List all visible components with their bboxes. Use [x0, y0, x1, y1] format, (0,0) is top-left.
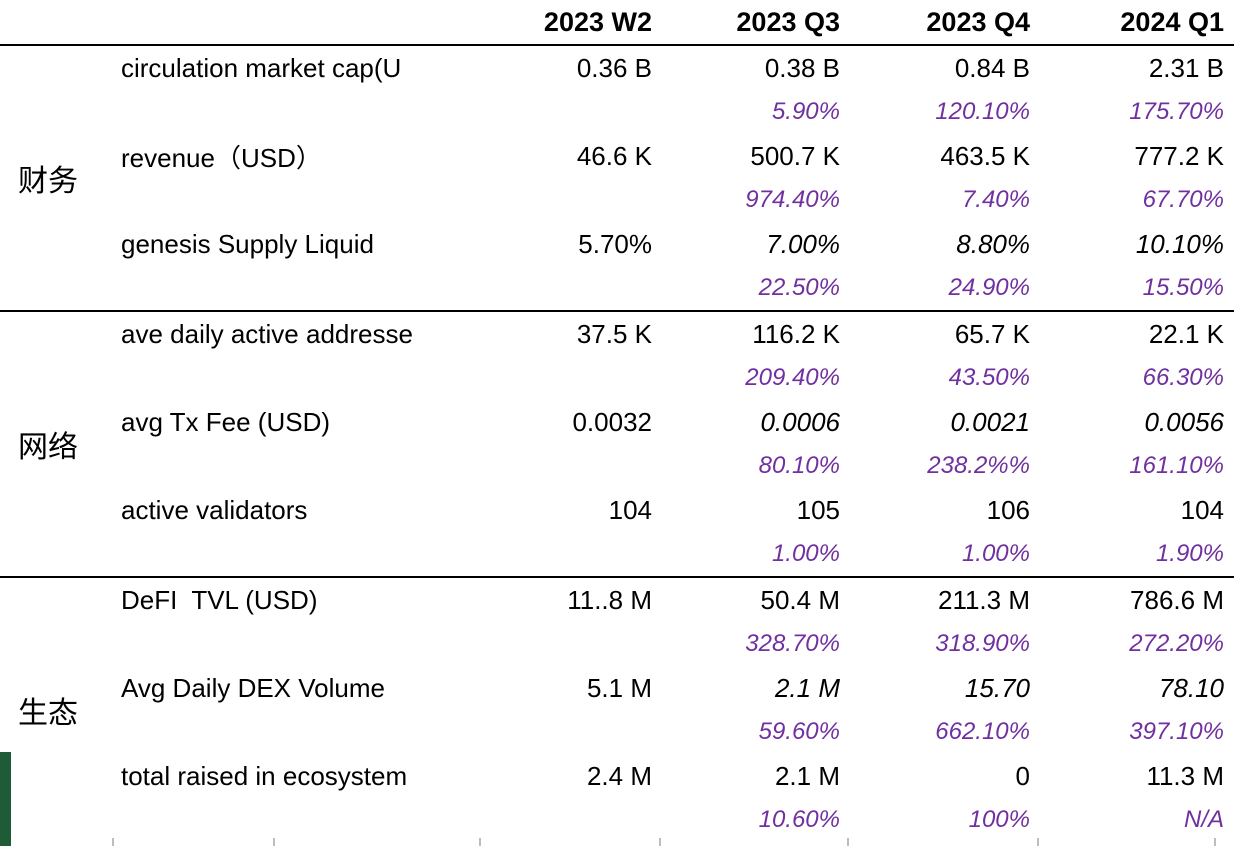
- value-cell: 22.1 K: [1148, 318, 1224, 349]
- growth-cell: 1.00%: [771, 540, 840, 567]
- value-cell: 11..8 M: [567, 584, 652, 615]
- value-cell: 2.31 B: [1148, 52, 1224, 83]
- table-body: 财务 circulation market cap(U 0.36 B 0.38 B 0.…: [0, 46, 1234, 842]
- value-cell: 0: [1015, 760, 1030, 791]
- metric-label: avg Tx Fee (USD): [121, 406, 331, 437]
- value-cell: 106: [986, 494, 1030, 525]
- category-label: 财务: [18, 165, 78, 198]
- value-cell: 211.3 M: [937, 584, 1030, 615]
- green-accent-bar: [0, 752, 11, 846]
- value-cell: 786.6 M: [1130, 584, 1224, 615]
- metric-label: ave daily active addresse: [121, 318, 413, 349]
- value-cell: 463.5 K: [940, 140, 1030, 171]
- column-header-2023-q3: 2023 Q3: [736, 6, 840, 37]
- gridline-tick: [273, 838, 275, 846]
- growth-cell: 318.90%: [935, 630, 1030, 657]
- growth-cell: 43.50%: [948, 364, 1030, 391]
- category-label: 网络: [18, 431, 78, 464]
- growth-cell: 10.60%: [758, 806, 840, 833]
- growth-cell: 59.60%: [758, 718, 840, 745]
- growth-cell: N/A: [1183, 806, 1224, 833]
- category-label: 生态: [18, 697, 78, 730]
- value-cell: 37.5 K: [576, 318, 652, 349]
- value-cell: 2.1 M: [774, 760, 840, 791]
- section-2: 网络 ave daily active addresse 37.5 K 116.2 K…: [0, 310, 1234, 576]
- value-cell: 10.10%: [1135, 228, 1224, 259]
- growth-cell: 7.40%: [961, 186, 1030, 213]
- growth-cell: 100%: [968, 806, 1030, 833]
- growth-cell: 272.20%: [1129, 630, 1224, 657]
- value-cell: 8.80%: [956, 228, 1030, 259]
- value-cell: 7.00%: [766, 228, 840, 259]
- growth-cell: 22.50%: [758, 274, 840, 301]
- gridline-tick: [1037, 838, 1039, 846]
- metric-label: active validators: [121, 494, 308, 525]
- value-cell: 0.36 B: [576, 52, 652, 83]
- metric-label: revenue（USD）: [121, 142, 322, 173]
- value-cell: 0.0032: [572, 406, 652, 437]
- growth-cell: 209.40%: [745, 364, 840, 391]
- section-1: 财务 circulation market cap(U 0.36 B 0.38 B 0.…: [0, 46, 1234, 310]
- value-cell: 2.1 M: [774, 672, 840, 703]
- growth-cell: 1.00%: [961, 540, 1030, 567]
- value-cell: 78.10: [1158, 672, 1224, 703]
- growth-cell: 161.10%: [1129, 452, 1224, 479]
- growth-cell: 662.10%: [935, 718, 1030, 745]
- growth-cell: 66.30%: [1142, 364, 1224, 391]
- metric-label: circulation market cap(U: [121, 52, 402, 83]
- value-cell: 15.70: [964, 672, 1030, 703]
- gridline-tick: [1214, 838, 1216, 846]
- value-cell: 500.7 K: [750, 140, 840, 171]
- growth-cell: 67.70%: [1142, 186, 1224, 213]
- value-cell: 104: [1180, 494, 1224, 525]
- value-cell: 0.38 B: [764, 52, 840, 83]
- metric-label: total raised in ecosystem: [121, 760, 408, 791]
- growth-cell: 974.40%: [745, 186, 840, 213]
- value-cell: 46.6 K: [576, 140, 652, 171]
- metric-label: Avg Daily DEX Volume: [121, 672, 385, 703]
- value-cell: 2.4 M: [586, 760, 652, 791]
- growth-cell: 24.90%: [948, 274, 1030, 301]
- metric-label: genesis Supply Liquid: [121, 228, 374, 259]
- growth-cell: 15.50%: [1142, 274, 1224, 301]
- value-cell: 11.3 M: [1146, 760, 1224, 791]
- value-cell: 50.4 M: [760, 584, 841, 615]
- value-cell: 65.7 K: [954, 318, 1030, 349]
- value-cell: 116.2 K: [752, 318, 840, 349]
- section-3: 生态 DeFI TVL (USD) 11..8 M 50.4 M 211.3 M 786.…: [0, 576, 1234, 842]
- growth-cell: 397.10%: [1129, 718, 1224, 745]
- gridline-tick: [659, 838, 661, 846]
- growth-cell: 5.90%: [771, 98, 840, 125]
- gridline-tick: [847, 838, 849, 846]
- table-header: 2023 W2 2023 Q3 2023 Q4 2024 Q1: [0, 0, 1234, 46]
- value-cell: 0.0006: [760, 406, 840, 437]
- growth-cell: 1.90%: [1155, 540, 1224, 567]
- column-header-2023-q4: 2023 Q4: [926, 6, 1030, 37]
- value-cell: 105: [796, 494, 840, 525]
- growth-cell: 175.70%: [1129, 98, 1224, 125]
- value-cell: 0.84 B: [954, 52, 1030, 83]
- value-cell: 777.2 K: [1134, 140, 1224, 171]
- value-cell: 5.1 M: [586, 672, 652, 703]
- growth-cell: 120.10%: [935, 98, 1030, 125]
- metric-label: DeFI TVL (USD): [121, 584, 318, 615]
- value-cell: 0.0056: [1144, 406, 1224, 437]
- growth-cell: 238.2%%: [927, 452, 1030, 479]
- value-cell: 5.70%: [578, 228, 652, 259]
- gridline-tick: [479, 838, 481, 846]
- gridline-tick: [112, 838, 114, 846]
- column-header-2023-w2: 2023 W2: [543, 6, 652, 37]
- value-cell: 0.0021: [950, 406, 1030, 437]
- growth-cell: 328.70%: [745, 630, 840, 657]
- value-cell: 104: [608, 494, 652, 525]
- growth-cell: 80.10%: [758, 452, 840, 479]
- column-header-2024-q1: 2024 Q1: [1120, 6, 1224, 37]
